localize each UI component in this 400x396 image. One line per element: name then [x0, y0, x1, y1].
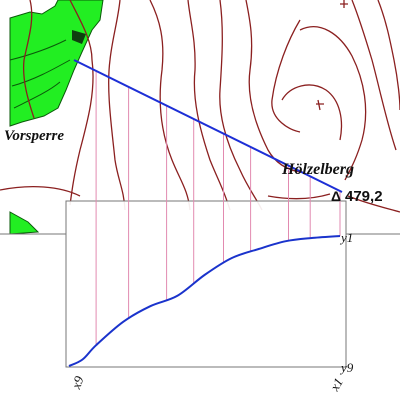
label-y1: y1 — [339, 230, 353, 245]
label-x1: x1 — [326, 375, 346, 394]
summit-elevation: 479,2 — [345, 188, 383, 205]
profile-tick-lines — [95, 70, 341, 346]
label-x9: x9 — [68, 374, 87, 392]
forest-area — [9, 0, 104, 235]
contour-lines — [0, 0, 400, 213]
profile-curve — [68, 235, 341, 367]
section-line — [73, 59, 343, 193]
label-y9: y9 — [339, 360, 354, 375]
profile-frame — [65, 200, 347, 368]
place-label-hoelzelberg: Hölzelberg — [281, 161, 354, 178]
summit-triangle-icon: Δ — [331, 188, 341, 204]
place-label-vorsperre: Vorsperre — [4, 128, 64, 144]
